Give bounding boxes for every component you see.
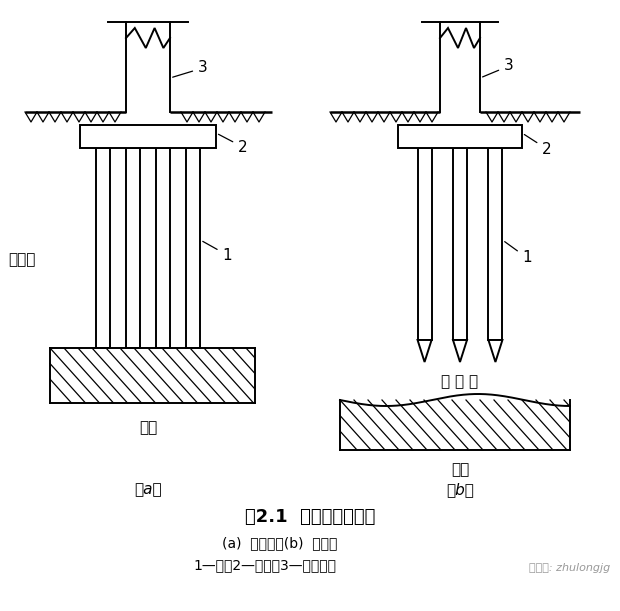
- Bar: [418, 148, 432, 340]
- Bar: [126, 148, 140, 348]
- Polygon shape: [453, 340, 467, 362]
- Bar: [398, 125, 522, 148]
- Text: 1—桩；2—承台；3—上部结构: 1—桩；2—承台；3—上部结构: [193, 558, 337, 572]
- Text: 软土层: 软土层: [8, 252, 35, 268]
- Text: 3: 3: [172, 60, 208, 77]
- Polygon shape: [418, 340, 432, 362]
- Text: 硬层: 硬层: [451, 462, 469, 477]
- Polygon shape: [340, 394, 570, 450]
- Polygon shape: [50, 348, 255, 403]
- Text: （a）: （a）: [134, 483, 162, 497]
- Polygon shape: [489, 340, 502, 362]
- Text: 2: 2: [218, 134, 247, 155]
- Text: 硬层: 硬层: [139, 420, 157, 435]
- Bar: [95, 148, 110, 348]
- Text: 图2.1  端承桩与摩擦桩: 图2.1 端承桩与摩擦桩: [245, 508, 375, 526]
- Text: 1: 1: [203, 241, 232, 263]
- Text: (a)  端承桩；(b)  摩擦桩: (a) 端承桩；(b) 摩擦桩: [223, 536, 338, 550]
- Bar: [156, 148, 170, 348]
- Bar: [187, 148, 200, 348]
- Text: 微信号: zhulongjg: 微信号: zhulongjg: [529, 563, 610, 573]
- Bar: [453, 148, 467, 340]
- Bar: [489, 148, 502, 340]
- Bar: [80, 125, 216, 148]
- Text: 1: 1: [505, 241, 532, 266]
- Text: 3: 3: [482, 59, 514, 77]
- Text: （b）: （b）: [446, 483, 474, 497]
- Text: 软 土 层: 软 土 层: [441, 375, 479, 389]
- Text: 2: 2: [525, 134, 552, 156]
